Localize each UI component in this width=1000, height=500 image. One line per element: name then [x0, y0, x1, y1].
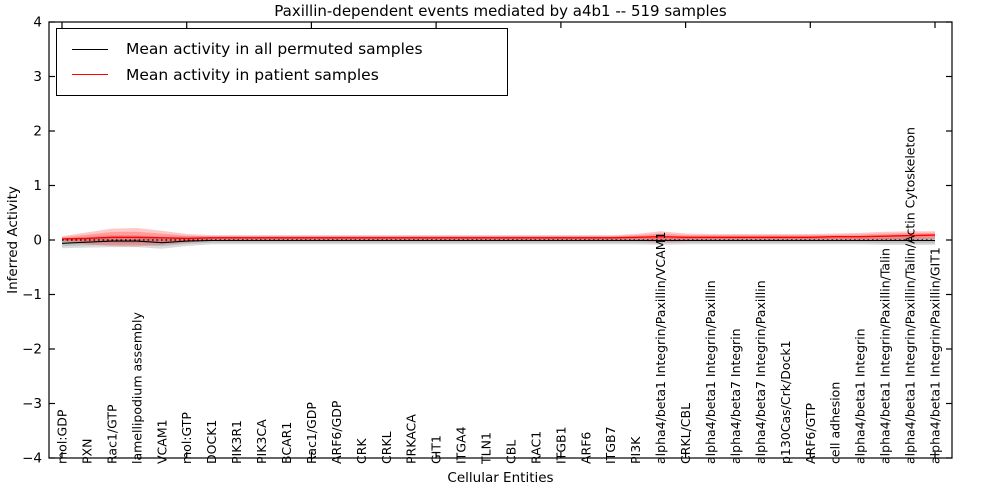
x-category-label: PI3K: [628, 436, 643, 464]
legend-entry-permuted: Mean activity in all permuted samples: [72, 40, 507, 58]
x-category-label: alpha4/beta7 Integrin: [728, 328, 743, 464]
y-tick-label: 1: [33, 178, 42, 194]
x-category-label: Rac1/GDP: [304, 402, 319, 464]
x-category-label: mol:GDP: [55, 409, 70, 464]
x-category-label: lamellipodium assembly: [129, 312, 144, 464]
legend: Mean activity in all permuted samples Me…: [56, 28, 508, 96]
legend-line-permuted-icon: [72, 48, 108, 50]
x-category-label: alpha4/beta1 Integrin/Paxillin: [703, 280, 718, 464]
x-category-label: PIK3CA: [254, 419, 269, 464]
legend-label-permuted: Mean activity in all permuted samples: [126, 40, 423, 59]
x-category-label: alpha4/beta1 Integrin/Paxillin/Talin/Act…: [903, 127, 918, 464]
x-category-label: CRKL: [379, 431, 394, 464]
x-category-label: TLN1: [479, 432, 494, 465]
x-category-label: ITGB7: [603, 426, 618, 464]
x-category-label: ARF6/GDP: [329, 400, 344, 464]
x-category-label: RAC1: [528, 431, 543, 464]
y-tick-label: −3: [22, 396, 42, 412]
y-axis-label: Inferred Activity: [5, 186, 21, 294]
y-tick-label: 4: [33, 15, 42, 31]
x-category-label: CBL: [504, 440, 519, 464]
chart-title: Paxillin-dependent events mediated by a4…: [274, 2, 727, 20]
x-category-label: mol:GTP: [179, 412, 194, 464]
y-tick-label: 2: [33, 124, 42, 140]
x-category-label: alpha4/beta1 Integrin/Paxillin/VCAM1: [653, 232, 668, 464]
x-category-label: alpha4/beta1 Integrin: [853, 328, 868, 464]
x-category-label: ITGA4: [454, 426, 469, 464]
x-category-label: ARF6: [578, 432, 593, 464]
x-category-label: GIT1: [429, 435, 444, 464]
y-tick-label: 3: [33, 69, 42, 85]
legend-label-patient: Mean activity in patient samples: [126, 65, 379, 84]
x-category-label: DOCK1: [204, 420, 219, 464]
x-category-label: BCAR1: [279, 422, 294, 464]
x-category-label: alpha4/beta1 Integrin/Paxillin/Talin: [878, 248, 893, 464]
x-category-label: ARF6/GTP: [803, 403, 818, 464]
x-category-label: CRKL/CBL: [678, 403, 693, 464]
y-tick-label: −4: [22, 451, 42, 467]
x-axis-label: Cellular Entities: [447, 470, 554, 486]
y-tick-label: −2: [22, 342, 42, 358]
x-category-label: PRKACA: [404, 414, 419, 464]
patient-mean-line: [61, 234, 936, 240]
x-category-label: VCAM1: [154, 419, 169, 464]
permuted-band-inner: [62, 237, 935, 247]
legend-entry-patient: Mean activity in patient samples: [72, 66, 507, 84]
x-category-label: ITGB1: [553, 426, 568, 464]
x-category-label: Rac1/GTP: [104, 404, 119, 464]
x-category-label: CRK: [354, 438, 369, 464]
x-category-label: cell adhesion: [828, 382, 843, 464]
x-category-label: alpha4/beta1 Integrin/Paxillin/GIT1: [928, 247, 943, 464]
legend-line-patient-icon: [72, 74, 108, 76]
y-tick-label: −1: [22, 287, 42, 303]
x-category-label: PIK3R1: [229, 420, 244, 464]
permuted-mean-line: [61, 239, 935, 244]
x-category-label: p130Cas/Crk/Dock1: [778, 340, 793, 464]
y-tick-label: 0: [33, 233, 42, 249]
x-category-label: alpha4/beta7 Integrin/Paxillin: [753, 280, 768, 464]
x-category-label: PXN: [79, 439, 94, 464]
